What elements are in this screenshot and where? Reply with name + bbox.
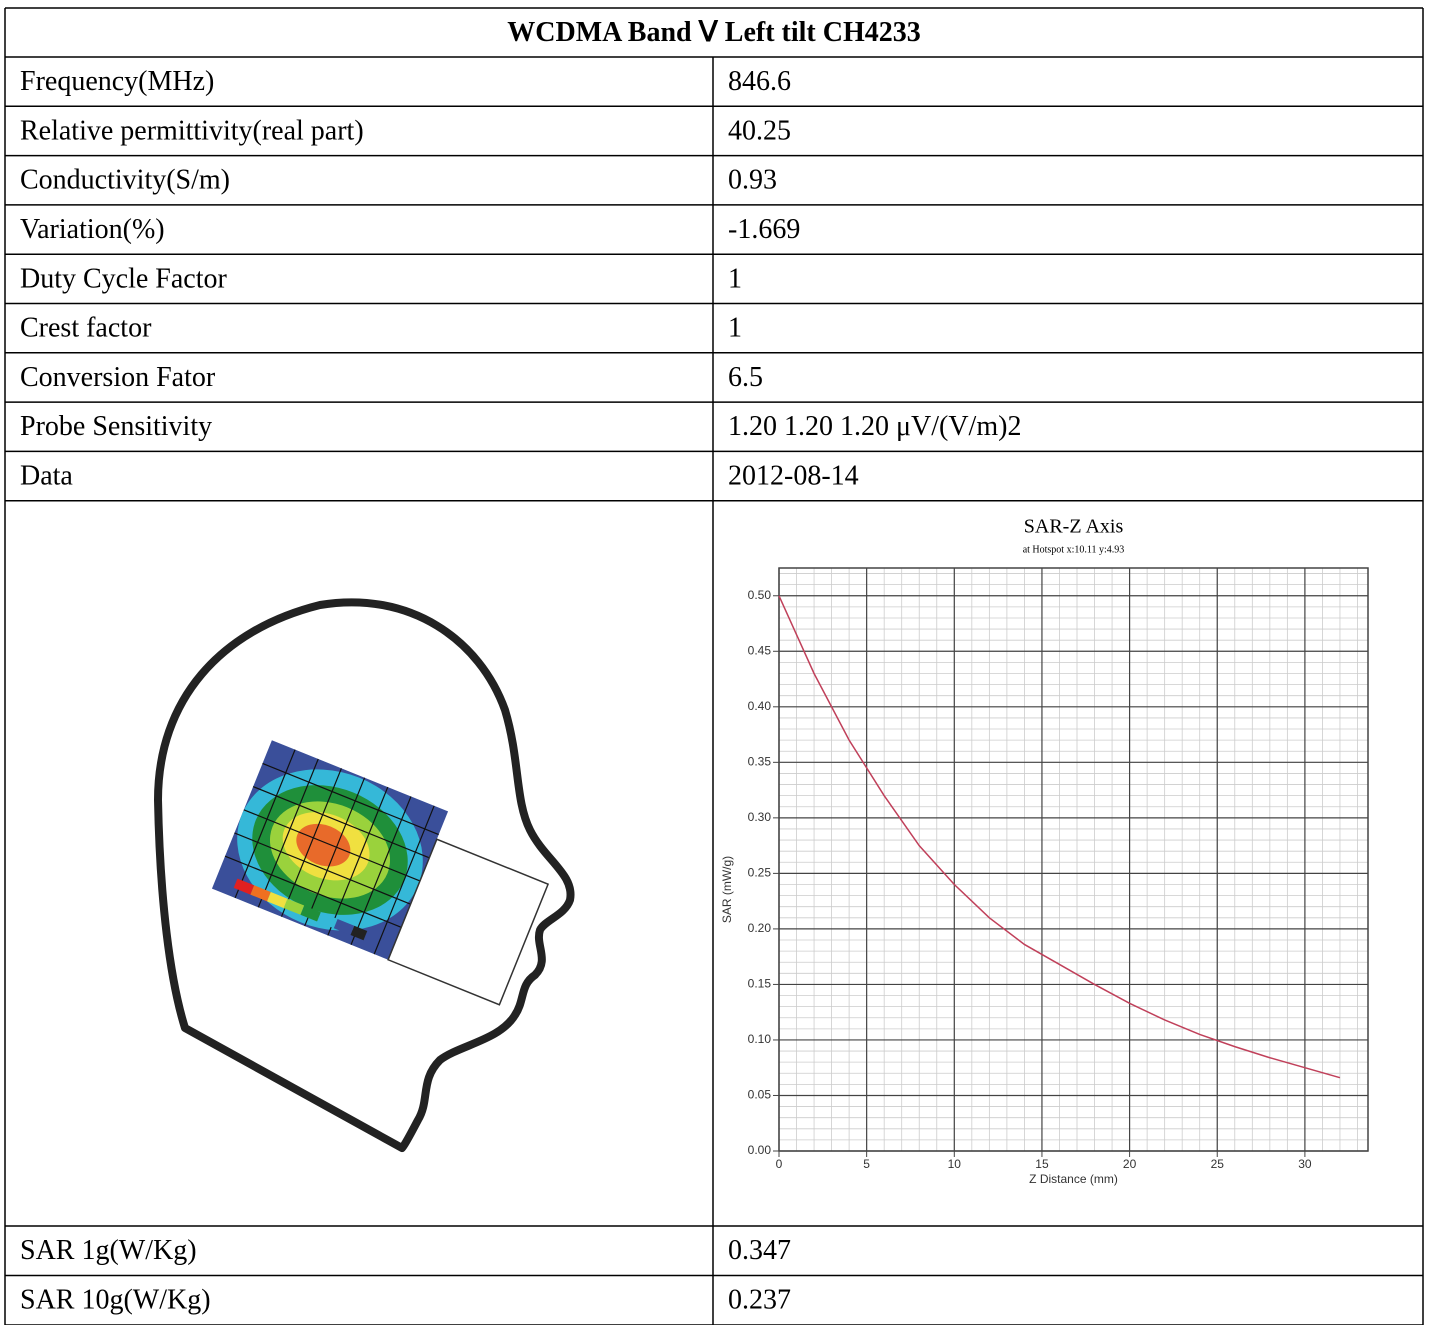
y-tick-label: 0.10 [748, 1032, 772, 1046]
sar-heatmap [211, 740, 550, 1006]
phone-outline [387, 838, 550, 1006]
row-value: 1 [728, 263, 742, 294]
row-label: Variation(%) [20, 214, 165, 245]
y-tick-label: 0.25 [748, 866, 772, 880]
x-tick-label: 0 [776, 1157, 783, 1171]
row-value: 40.25 [728, 115, 791, 146]
plot-frame [778, 567, 1369, 1152]
row-label: SAR 10g(W/Kg) [20, 1285, 211, 1316]
row-label: Data [20, 460, 73, 491]
y-tick-label: 0.40 [748, 699, 772, 713]
data-line [778, 595, 1341, 1079]
y-tick-label: 0.05 [748, 1088, 772, 1102]
chart-subtitle: at Hotspot x:10.11 y:4.93 [1023, 544, 1125, 555]
x-tick-label: 30 [1298, 1157, 1312, 1171]
row-label: Relative permittivity(real part) [20, 115, 364, 146]
y-tick-label: 0.15 [748, 977, 772, 991]
chart-title: SAR-Z Axis [1024, 516, 1124, 538]
x-tick-label: 10 [948, 1157, 962, 1171]
row-label: Conversion Fator [20, 362, 216, 393]
row-label: Duty Cycle Factor [20, 263, 228, 294]
row-label: Probe Sensitivity [20, 411, 212, 442]
x-tick-label: 5 [863, 1157, 870, 1171]
y-tick-label: 0.00 [748, 1143, 772, 1157]
y-tick-label: 0.50 [748, 588, 772, 602]
head-illustration [154, 598, 575, 1152]
heatmap-grid [224, 749, 439, 955]
y-tick-label: 0.20 [748, 921, 772, 935]
row-label: Crest factor [20, 313, 152, 344]
row-label: Frequency(MHz) [20, 66, 214, 97]
x-axis-label: Z Distance (mm) [1029, 1172, 1118, 1186]
x-tick-label: 25 [1211, 1157, 1225, 1171]
color-scale [233, 878, 368, 941]
head-outline [154, 598, 575, 1152]
y-axis-label: SAR (mW/g) [720, 856, 734, 923]
row-label: SAR 1g(W/Kg) [20, 1235, 197, 1266]
row-label: Conductivity(S/m) [20, 165, 230, 196]
row-value: 6.5 [728, 362, 763, 393]
row-value: 846.6 [728, 66, 791, 97]
y-tick-label: 0.35 [748, 755, 772, 769]
row-value: 2012-08-14 [728, 460, 859, 491]
x-tick-label: 20 [1123, 1157, 1137, 1171]
row-value: 1 [728, 313, 742, 344]
row-value: -1.669 [728, 214, 800, 245]
row-value: 0.93 [728, 165, 777, 196]
table-title: WCDMA Band Ⅴ Left tilt CH4233 [507, 17, 920, 48]
y-tick-label: 0.45 [748, 643, 772, 657]
x-tick-label: 15 [1035, 1157, 1049, 1171]
row-value: 1.20 1.20 1.20 μV/(V/m)2 [728, 411, 1021, 442]
row-value: 0.237 [728, 1285, 791, 1316]
y-tick-label: 0.30 [748, 810, 772, 824]
heatmap-level [296, 823, 351, 867]
row-value: 0.347 [728, 1235, 791, 1266]
